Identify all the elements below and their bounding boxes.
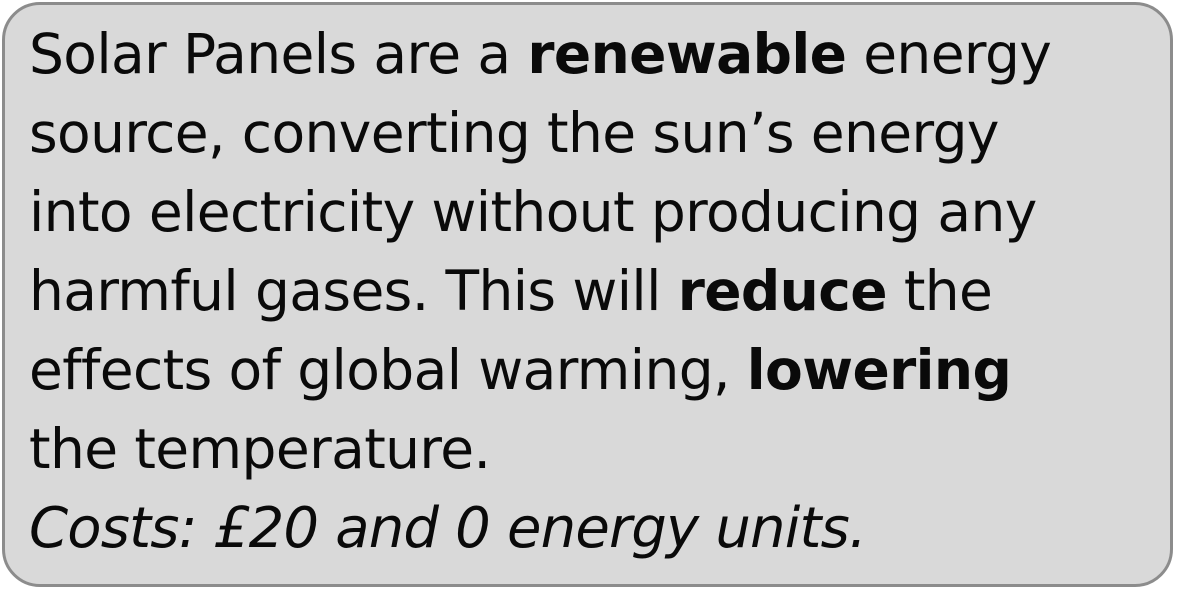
description-text: Solar Panels are a bbox=[29, 22, 528, 86]
keyword-reduce: reduce bbox=[677, 259, 888, 323]
cost-text: Costs: £20 and 0 energy units. bbox=[29, 496, 867, 561]
description-line-4: harmful gases. This will reduce the bbox=[29, 252, 1170, 331]
description-line-1: Solar Panels are a renewable energy bbox=[29, 15, 1170, 94]
description-line-6: the temperature. bbox=[29, 417, 491, 481]
description-line-5: effects of global warming, lowering bbox=[29, 331, 1170, 410]
description-line-2: source, converting the sun’s energy bbox=[29, 101, 999, 165]
description-text: harmful gases. This will bbox=[29, 259, 678, 323]
description-text: energy bbox=[846, 22, 1052, 86]
keyword-lowering: lowering bbox=[746, 338, 1012, 402]
description-text: the bbox=[886, 259, 993, 323]
description-text: effects of global warming, bbox=[29, 338, 747, 402]
description-line-3: into electricity without producing any bbox=[29, 180, 1037, 244]
solar-panel-info-card: Solar Panels are a renewable energy sour… bbox=[2, 2, 1173, 587]
keyword-renewable: renewable bbox=[527, 22, 847, 86]
